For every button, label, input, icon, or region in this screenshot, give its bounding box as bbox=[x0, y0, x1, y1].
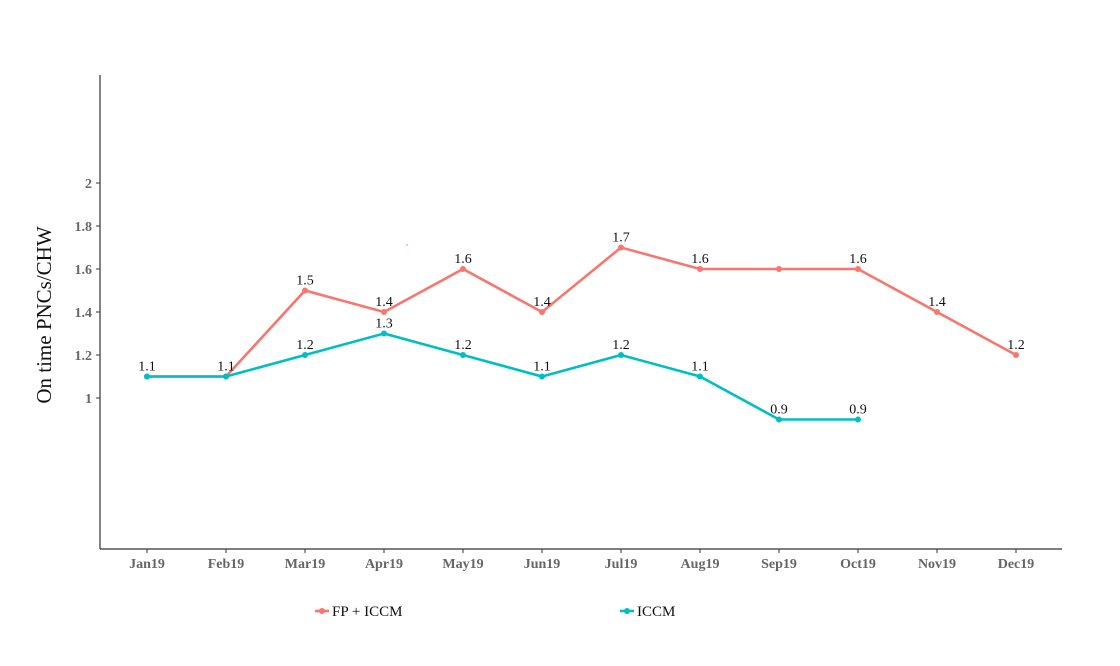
x-tick-label: Dec19 bbox=[998, 557, 1035, 572]
data-label: 1.1 bbox=[138, 360, 156, 375]
data-label: 1.4 bbox=[375, 295, 393, 310]
legend: FP + ICCM ICCM bbox=[315, 604, 675, 620]
data-label: 1.2 bbox=[612, 338, 630, 353]
data-label: 1.1 bbox=[217, 360, 235, 375]
data-point bbox=[302, 287, 308, 294]
y-tick-label: 1.2 bbox=[75, 349, 93, 364]
data-point bbox=[302, 352, 308, 358]
data-label: 1.3 bbox=[375, 317, 393, 332]
x-tick-label: Jul19 bbox=[605, 557, 638, 572]
data-label: 1.2 bbox=[454, 338, 472, 353]
data-point bbox=[539, 309, 545, 315]
legend-key-point bbox=[319, 608, 325, 614]
data-label: 1.6 bbox=[849, 252, 867, 267]
data-point bbox=[539, 373, 545, 380]
data-label: 1.6 bbox=[454, 252, 472, 267]
y-axis-label: On time PNCs/CHW bbox=[32, 226, 56, 404]
x-tick-label: Feb19 bbox=[208, 557, 245, 572]
data-point bbox=[855, 416, 861, 423]
data-point bbox=[223, 373, 229, 380]
legend-key-point bbox=[624, 608, 630, 614]
data-point bbox=[460, 352, 466, 358]
legend-label: ICCM bbox=[637, 604, 675, 620]
data-label: 1.7 bbox=[612, 231, 630, 246]
x-tick-label: Jun19 bbox=[524, 557, 561, 572]
data-point bbox=[618, 352, 624, 358]
data-label: 1.4 bbox=[533, 295, 551, 310]
data-label: 1.2 bbox=[1007, 338, 1025, 353]
data-point bbox=[618, 244, 624, 251]
x-tick-label: Aug19 bbox=[681, 557, 720, 572]
x-tick-label: May19 bbox=[442, 557, 483, 572]
data-label: 1.4 bbox=[928, 295, 946, 310]
legend-label: FP + ICCM bbox=[332, 604, 402, 620]
stray-dot bbox=[406, 244, 408, 246]
data-point bbox=[144, 373, 150, 380]
data-point bbox=[697, 266, 703, 272]
data-label: 0.9 bbox=[770, 403, 788, 418]
y-tick-label: 1.6 bbox=[75, 263, 93, 278]
data-point bbox=[776, 416, 782, 423]
x-tick-label: Jan19 bbox=[129, 557, 165, 572]
y-tick-label: 1.4 bbox=[75, 306, 93, 321]
x-tick-label: Nov19 bbox=[918, 557, 956, 572]
data-point bbox=[460, 266, 466, 272]
data-label: 1.6 bbox=[691, 252, 709, 267]
data-label: 1.2 bbox=[296, 338, 314, 353]
x-tick-label: Oct19 bbox=[840, 557, 876, 572]
y-tick-label: 1 bbox=[85, 392, 92, 407]
data-point bbox=[934, 309, 940, 315]
data-point bbox=[697, 373, 703, 380]
data-point bbox=[381, 309, 387, 315]
data-label: 1.1 bbox=[533, 360, 551, 375]
series-line-iccm bbox=[147, 332, 858, 421]
y-tick-label: 2 bbox=[85, 177, 92, 192]
data-point bbox=[855, 266, 861, 272]
data-point bbox=[776, 266, 782, 272]
x-tick-label: Mar19 bbox=[285, 557, 325, 572]
x-tick-label: Apr19 bbox=[365, 557, 403, 572]
series-line-fp-iccm bbox=[147, 246, 1017, 378]
data-label: 1.1 bbox=[691, 360, 709, 375]
data-point bbox=[1013, 352, 1019, 358]
x-tick-label: Sep19 bbox=[761, 557, 797, 572]
data-point bbox=[381, 330, 387, 337]
y-tick-label: 1.8 bbox=[75, 220, 93, 235]
data-label: 0.9 bbox=[849, 403, 867, 418]
data-label: 1.5 bbox=[296, 274, 314, 289]
